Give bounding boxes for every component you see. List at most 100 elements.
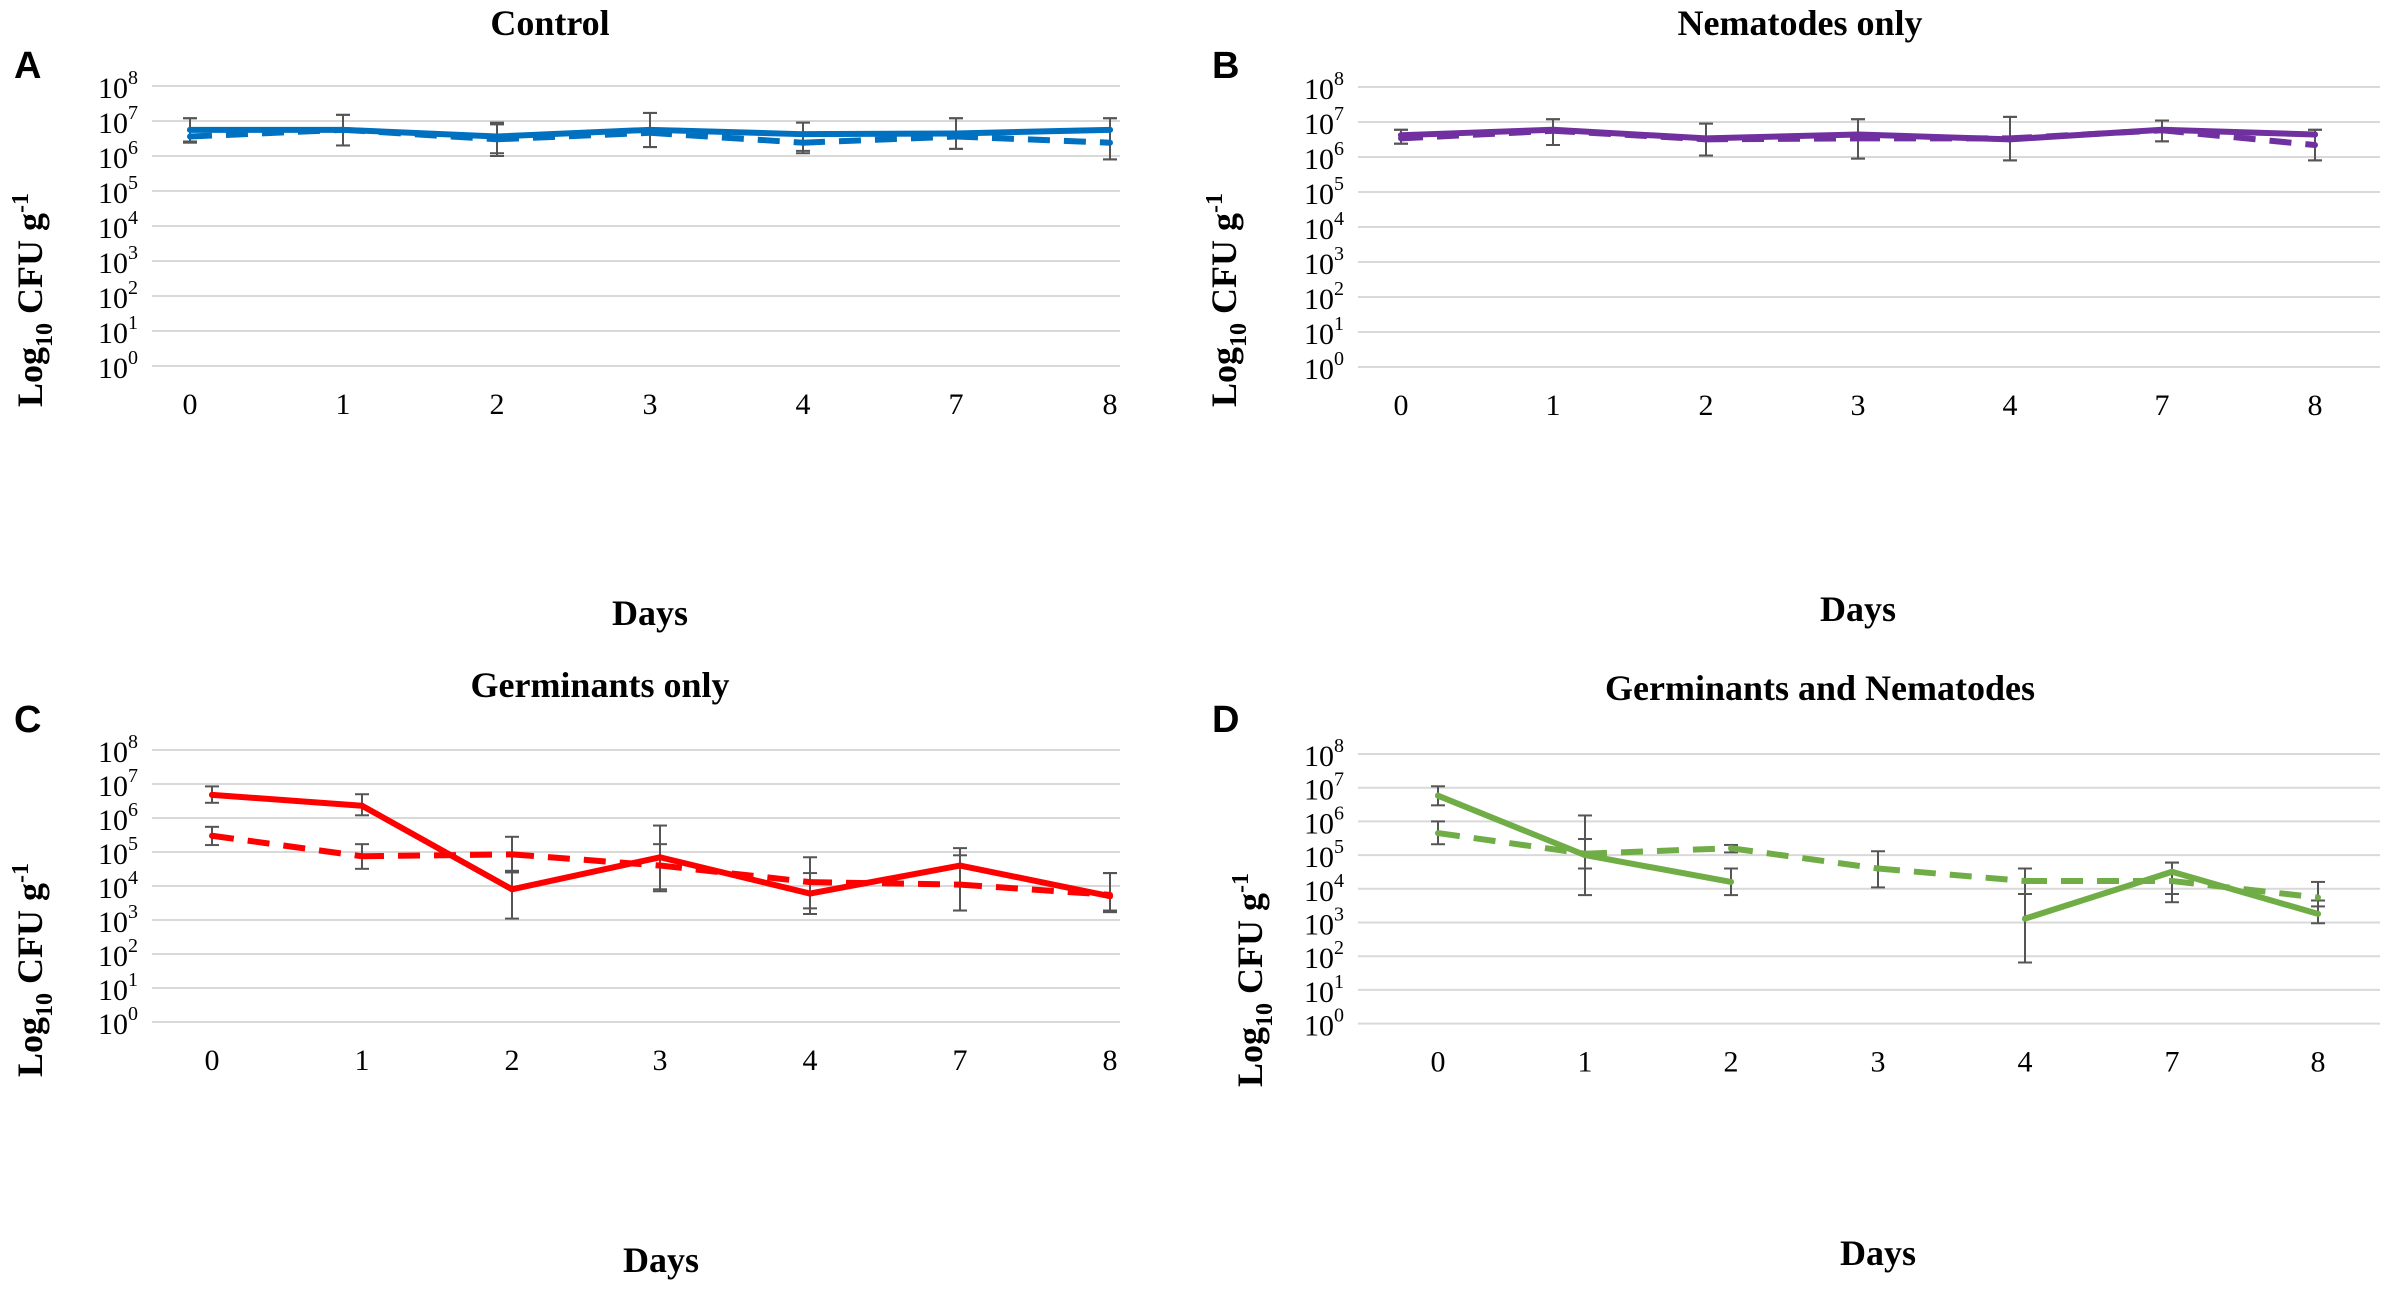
y-tick-exponent: 3 bbox=[128, 901, 138, 923]
error-bar bbox=[1103, 117, 1117, 161]
y-tick-label: 105 bbox=[1304, 173, 1344, 211]
y-tick-label: 101 bbox=[98, 969, 138, 1007]
y-tick-label: 105 bbox=[98, 833, 138, 871]
y-tick-base: 10 bbox=[98, 107, 128, 140]
series-dashed-segment bbox=[361, 851, 513, 860]
series-dashed-segment bbox=[955, 133, 1111, 146]
x-tick-label: 1 bbox=[1546, 389, 1561, 422]
y-tick-exponent: 3 bbox=[128, 242, 138, 264]
y-tick-base: 10 bbox=[1304, 353, 1334, 386]
y-tick-label: 101 bbox=[1304, 971, 1344, 1009]
error-bar bbox=[505, 869, 519, 920]
series-solid-segment bbox=[494, 126, 653, 140]
y-tick-exponent: 8 bbox=[1334, 735, 1344, 757]
y-tick-label: 106 bbox=[1304, 138, 1344, 176]
y-tick-label: 100 bbox=[1304, 348, 1344, 386]
x-axis-title: Days bbox=[1820, 589, 1896, 629]
y-tick-base: 10 bbox=[1304, 807, 1334, 840]
y-tick-label: 108 bbox=[98, 67, 138, 105]
y-tick-base: 10 bbox=[98, 872, 128, 905]
data-point-solid bbox=[807, 890, 813, 897]
y-tick-exponent: 1 bbox=[1334, 971, 1344, 993]
y-axis-title-sup: -1 bbox=[1202, 193, 1228, 213]
y-tick-exponent: 5 bbox=[1334, 836, 1344, 858]
data-point-dashed bbox=[1875, 865, 1881, 872]
error-bar bbox=[2018, 867, 2032, 964]
y-axis-title-sub: 10 bbox=[1226, 323, 1252, 347]
y-tick-label: 102 bbox=[1304, 937, 1344, 975]
y-tick-label: 103 bbox=[1304, 243, 1344, 281]
y-tick-base: 10 bbox=[98, 282, 128, 315]
data-point-dashed bbox=[359, 853, 365, 860]
y-tick-label: 105 bbox=[1304, 836, 1344, 874]
y-tick-base: 10 bbox=[1304, 841, 1334, 874]
y-axis-title: Log10 CFU g-1 bbox=[8, 863, 58, 1077]
chart-title: Germinants only bbox=[470, 665, 729, 705]
y-tick-base: 10 bbox=[98, 770, 128, 803]
series-solid-segment bbox=[2159, 126, 2318, 138]
data-point-solid bbox=[800, 131, 806, 138]
y-tick-label: 101 bbox=[1304, 313, 1344, 351]
y-tick-base: 10 bbox=[98, 906, 128, 939]
panel-letter: C bbox=[14, 699, 41, 741]
y-tick-base: 10 bbox=[98, 940, 128, 973]
error-bar bbox=[803, 856, 817, 916]
y-tick-exponent: 8 bbox=[128, 731, 138, 753]
x-tick-label: 2 bbox=[1724, 1046, 1739, 1079]
y-tick-exponent: 5 bbox=[128, 172, 138, 194]
y-tick-base: 10 bbox=[1304, 740, 1334, 773]
y-tick-exponent: 0 bbox=[128, 1003, 138, 1025]
data-point-solid bbox=[1398, 132, 1404, 139]
y-tick-base: 10 bbox=[98, 804, 128, 837]
x-axis-title: Days bbox=[623, 1240, 699, 1280]
y-tick-exponent: 8 bbox=[128, 67, 138, 89]
x-axis-title: Days bbox=[1840, 1233, 1916, 1273]
x-tick-label: 7 bbox=[953, 1044, 968, 1077]
data-point-dashed bbox=[1728, 845, 1734, 852]
error-bar bbox=[1578, 838, 1592, 897]
data-point-dashed bbox=[187, 133, 193, 140]
series-solid-segment bbox=[340, 126, 500, 140]
x-tick-label: 7 bbox=[2155, 389, 2170, 422]
data-point-solid bbox=[647, 126, 653, 133]
series-dashed-segment bbox=[211, 832, 363, 860]
series-dashed-segment bbox=[1877, 865, 2026, 885]
series-dashed-segment bbox=[2171, 878, 2319, 901]
y-axis-title-unit: CFU g bbox=[1204, 213, 1244, 323]
data-point-dashed bbox=[2022, 878, 2028, 885]
data-point-dashed bbox=[800, 139, 806, 146]
x-tick-label: 1 bbox=[1578, 1046, 1593, 1079]
data-point-solid bbox=[2315, 910, 2321, 917]
y-tick-base: 10 bbox=[1304, 178, 1334, 211]
y-tick-label: 103 bbox=[98, 242, 138, 280]
y-tick-base: 10 bbox=[1304, 942, 1334, 975]
error-bar bbox=[953, 847, 967, 912]
data-point-dashed bbox=[807, 879, 813, 886]
y-tick-exponent: 0 bbox=[128, 347, 138, 369]
data-point-dashed bbox=[1107, 139, 1113, 146]
data-point-solid bbox=[359, 802, 365, 809]
y-tick-label: 100 bbox=[1304, 1005, 1344, 1043]
data-point-dashed bbox=[509, 851, 515, 858]
chart-title: Germinants and Nematodes bbox=[1605, 668, 2035, 708]
y-tick-exponent: 6 bbox=[128, 799, 138, 821]
y-tick-label: 100 bbox=[98, 1003, 138, 1041]
x-tick-label: 3 bbox=[643, 388, 658, 421]
data-point-solid bbox=[209, 791, 215, 798]
panel-letter: D bbox=[1212, 699, 1239, 741]
y-tick-exponent: 3 bbox=[1334, 904, 1344, 926]
x-tick-label: 1 bbox=[355, 1044, 370, 1077]
y-tick-exponent: 7 bbox=[128, 765, 138, 787]
data-point-solid bbox=[1107, 893, 1113, 900]
series-dashed-segment bbox=[649, 129, 804, 146]
y-tick-exponent: 3 bbox=[1334, 243, 1344, 265]
series-solid-segment bbox=[1582, 852, 1734, 885]
series-solid-segment bbox=[953, 126, 1113, 137]
y-tick-exponent: 4 bbox=[128, 207, 138, 229]
x-tick-label: 4 bbox=[2003, 389, 2018, 422]
data-point-dashed bbox=[957, 881, 963, 888]
y-tick-base: 10 bbox=[1304, 213, 1334, 246]
data-point-solid bbox=[509, 886, 515, 893]
